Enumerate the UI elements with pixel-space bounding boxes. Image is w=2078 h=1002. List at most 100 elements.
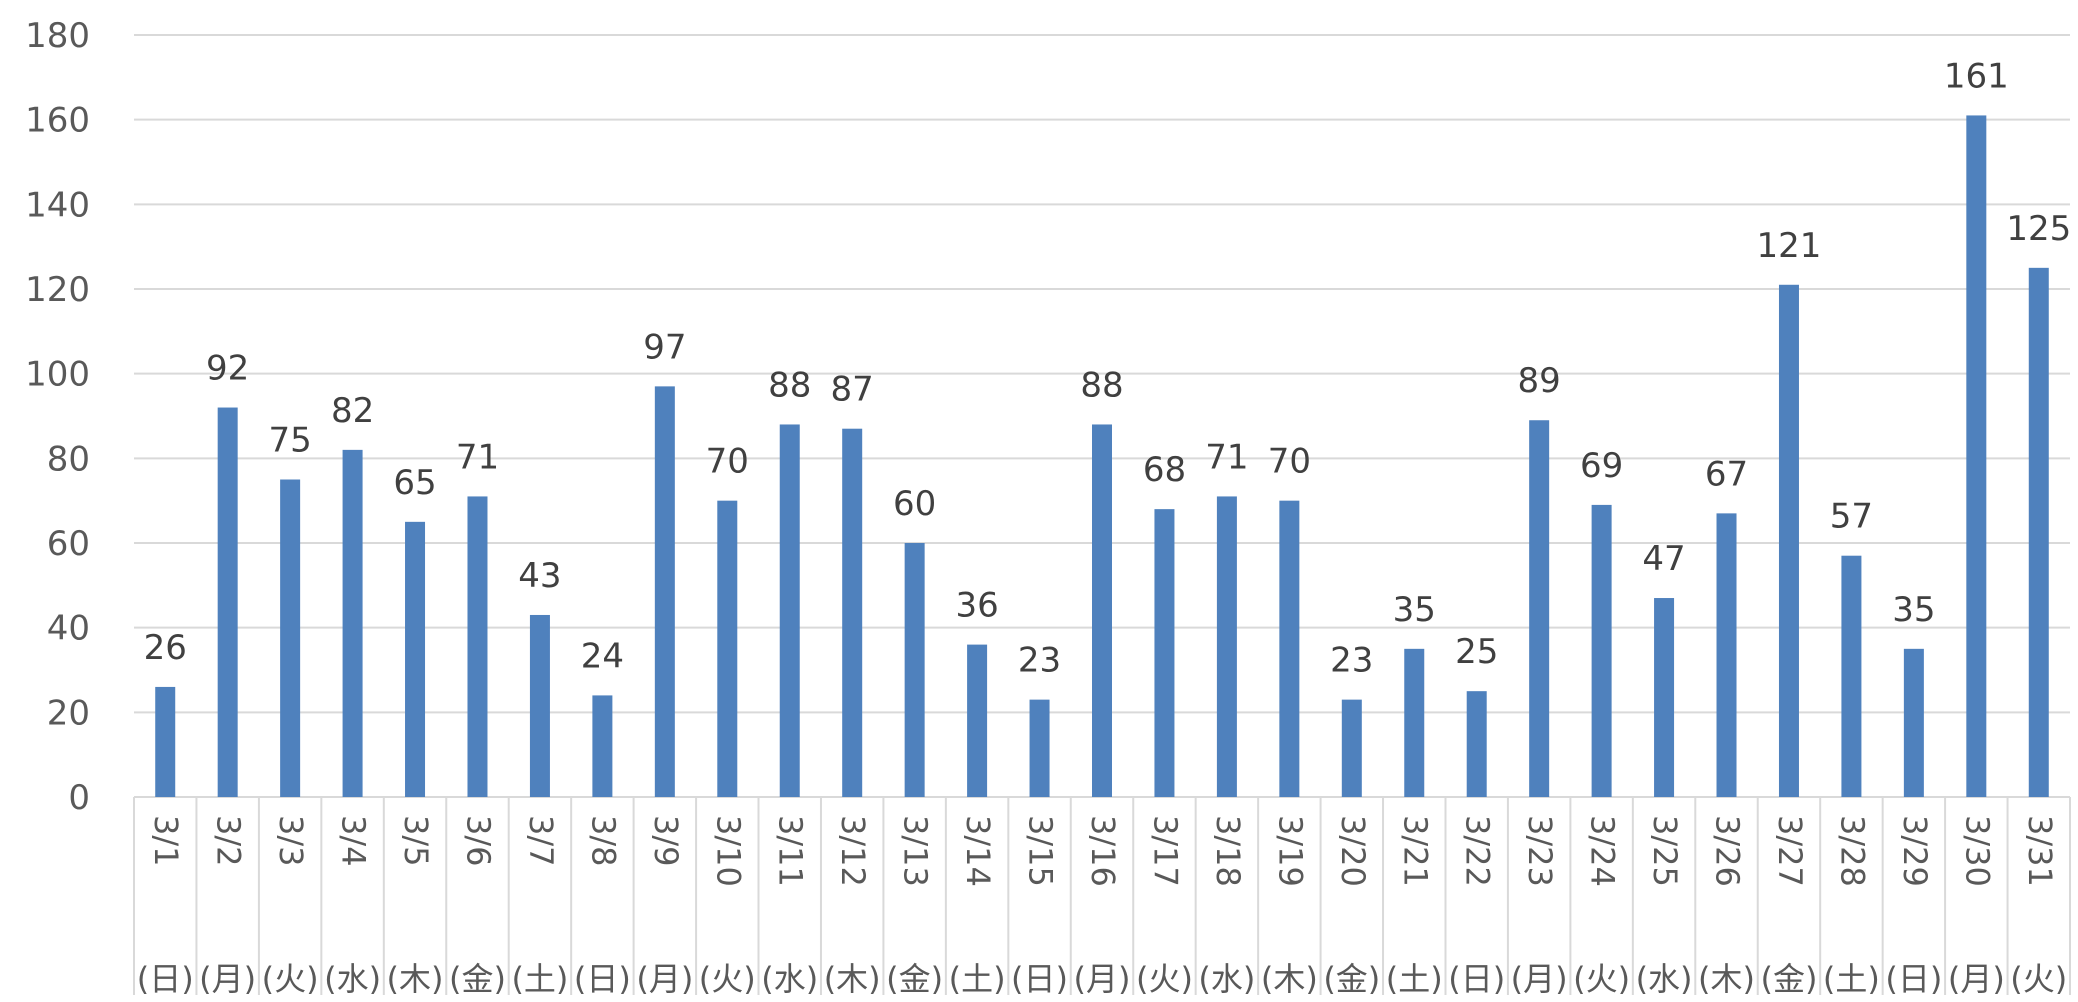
bar [904,543,925,797]
data-label: 23 [1018,641,1061,681]
bar [1654,598,1675,797]
category-weekday-label: (水) [1636,960,1693,998]
category-date-label: 3/23 [1521,815,1559,887]
bar [1279,500,1300,797]
bar [1466,691,1487,797]
category-weekday-label: (火) [2010,960,2067,998]
category-weekday-label: (火) [1573,960,1630,998]
bar [1841,555,1862,797]
bar [779,424,800,797]
category-weekday-label: (火) [262,960,319,998]
category-date-label: 3/31 [2021,815,2059,887]
category-weekday-label: (木) [1698,960,1755,998]
data-label: 121 [1757,226,1822,266]
bar [1216,496,1237,797]
category-date-label: 3/30 [1958,815,1996,887]
bar [1154,509,1175,797]
data-label: 24 [581,636,624,676]
y-tick-label: 120 [25,270,90,310]
category-weekday-label: (月) [1511,960,1568,998]
category-date-label: 3/8 [584,815,622,867]
bar [1903,648,1924,797]
category-weekday-label: (金) [886,960,943,998]
category-date-label: 3/14 [959,815,997,887]
category-weekday-label: (火) [1136,960,1193,998]
category-weekday-label: (土) [1386,960,1443,998]
category-date-label: 3/17 [1146,815,1184,887]
data-label: 97 [643,327,686,367]
bar [1341,699,1362,797]
category-labels: 3/1 (日) 3/2 (月) 3/3 (火) 3/4 (水) 3/5 (木) 3/6 (金) 3/7 (… [137,815,2068,998]
bar [217,407,238,797]
category-date-label: 3/12 [834,815,872,887]
category-weekday-label: (水) [761,960,818,998]
category-date-label: 3/3 [272,815,310,867]
bar [280,479,301,797]
category-date-label: 3/10 [709,815,747,887]
category-weekday-label: (金) [449,960,506,998]
data-label: 82 [331,391,374,431]
category-date-label: 3/4 [335,815,373,867]
category-weekday-label: (金) [1760,960,1817,998]
y-tick-label: 20 [47,693,90,733]
bar [842,428,863,797]
category-date-label: 3/13 [897,815,935,887]
category-date-label: 3/6 [459,815,497,867]
category-date-label: 3/28 [1833,815,1871,887]
category-weekday-label: (土) [949,960,1006,998]
y-tick-label: 60 [47,524,90,564]
bar [1591,504,1612,797]
data-label: 88 [1080,365,1123,405]
category-weekday-label: (木) [824,960,881,998]
category-weekday-label: (日) [1885,960,1942,998]
category-weekday-label: (土) [1823,960,1880,998]
bar [405,521,426,797]
y-axis-ticks: 0 20 40 60 80 100 120 140 160 180 [25,16,90,818]
category-date-label: 3/15 [1022,815,1060,887]
data-label: 92 [206,349,249,389]
data-label: 75 [268,421,311,461]
data-label: 71 [456,437,499,477]
category-date-label: 3/26 [1709,815,1747,887]
data-label: 36 [955,586,998,626]
data-label: 71 [1205,437,1248,477]
category-date-label: 3/29 [1896,815,1934,887]
category-date-label: 3/20 [1334,815,1372,887]
category-weekday-label: (日) [574,960,631,998]
data-label: 87 [831,370,874,410]
x-axis [133,796,2071,995]
bar [717,500,738,797]
category-date-label: 3/5 [397,815,435,867]
y-tick-label: 180 [25,16,90,56]
bar [1029,699,1050,797]
category-date-label: 3/1 [147,815,185,867]
data-label: 26 [144,628,187,668]
category-weekday-label: (日) [1448,960,1505,998]
data-label: 67 [1705,454,1748,494]
bar [1404,648,1425,797]
category-date-label: 3/19 [1271,815,1309,887]
data-label: 23 [1330,641,1373,681]
data-label: 35 [1393,590,1436,630]
bars [155,115,2049,797]
bar [1529,420,1550,797]
data-label: 43 [518,556,561,596]
bar [1778,284,1799,797]
gridlines [134,34,2070,714]
data-label: 69 [1580,446,1623,486]
category-weekday-label: (土) [511,960,568,998]
category-weekday-label: (月) [199,960,256,998]
category-weekday-label: (月) [1074,960,1131,998]
y-tick-label: 160 [25,101,90,141]
category-date-label: 3/9 [647,815,685,867]
data-label: 35 [1892,590,1935,630]
data-labels: 26 92 75 82 65 71 43 24 97 70 88 87 60 36 23 88 68 71 70 23… [144,56,2072,680]
category-date-label: 3/27 [1771,815,1809,887]
bar [1966,115,1987,797]
category-date-label: 3/25 [1646,815,1684,887]
y-tick-label: 80 [47,439,90,479]
bar [592,695,613,797]
data-label: 70 [1268,442,1311,482]
y-tick-label: 140 [25,185,90,225]
